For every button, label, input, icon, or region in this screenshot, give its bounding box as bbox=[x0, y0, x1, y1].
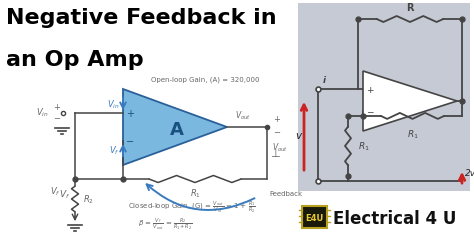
Text: $V_f$: $V_f$ bbox=[59, 188, 70, 200]
Text: Closed-loop Gain, (G) = $\frac{V_{out}}{V_{in}}$ = 1 + $\frac{R_1}{R_2}$: Closed-loop Gain, (G) = $\frac{V_{out}}{… bbox=[128, 198, 256, 214]
Text: +: + bbox=[126, 109, 134, 118]
Text: $\beta$ = $\frac{V_f}{V_{out}}$ = $\frac{R_2}{R_1 + R_2}$: $\beta$ = $\frac{V_f}{V_{out}}$ = $\frac… bbox=[138, 215, 192, 231]
Text: v: v bbox=[295, 131, 301, 140]
Text: Negative Feedback in: Negative Feedback in bbox=[6, 8, 277, 28]
Text: R: R bbox=[406, 3, 414, 13]
Text: $V_f$: $V_f$ bbox=[50, 184, 61, 197]
Text: $V_{out}$: $V_{out}$ bbox=[272, 141, 288, 154]
Text: $V_{in}$: $V_{in}$ bbox=[107, 98, 120, 111]
Text: $R_1$: $R_1$ bbox=[358, 140, 370, 152]
Text: 2v: 2v bbox=[465, 169, 474, 178]
Polygon shape bbox=[363, 72, 457, 132]
Text: +: + bbox=[273, 115, 280, 124]
Text: i: i bbox=[323, 76, 326, 85]
Text: $R_1$: $R_1$ bbox=[190, 187, 201, 200]
Text: Open-loop Gain, (A) = 320,000: Open-loop Gain, (A) = 320,000 bbox=[151, 76, 259, 82]
Text: $V_{out}$: $V_{out}$ bbox=[235, 109, 251, 121]
Polygon shape bbox=[123, 90, 227, 165]
Text: E4U: E4U bbox=[305, 214, 324, 223]
Bar bbox=[302, 206, 327, 228]
Text: +: + bbox=[366, 85, 374, 94]
Text: −: − bbox=[366, 107, 374, 116]
Text: +: + bbox=[54, 103, 61, 112]
Text: an Op Amp: an Op Amp bbox=[6, 50, 144, 70]
Text: $R_2$: $R_2$ bbox=[83, 193, 94, 205]
Text: $V_{in}$: $V_{in}$ bbox=[36, 106, 49, 119]
Text: −: − bbox=[54, 114, 61, 123]
Text: Electrical 4 U: Electrical 4 U bbox=[333, 209, 456, 227]
Text: ⊥: ⊥ bbox=[270, 148, 280, 158]
Text: $V_f$: $V_f$ bbox=[109, 144, 120, 157]
Bar bbox=[298, 4, 470, 191]
Text: −: − bbox=[126, 137, 134, 146]
Text: $R_1$: $R_1$ bbox=[407, 128, 419, 141]
Text: A: A bbox=[170, 120, 184, 138]
Text: Feedback: Feedback bbox=[269, 190, 302, 196]
Text: −: − bbox=[273, 128, 280, 137]
